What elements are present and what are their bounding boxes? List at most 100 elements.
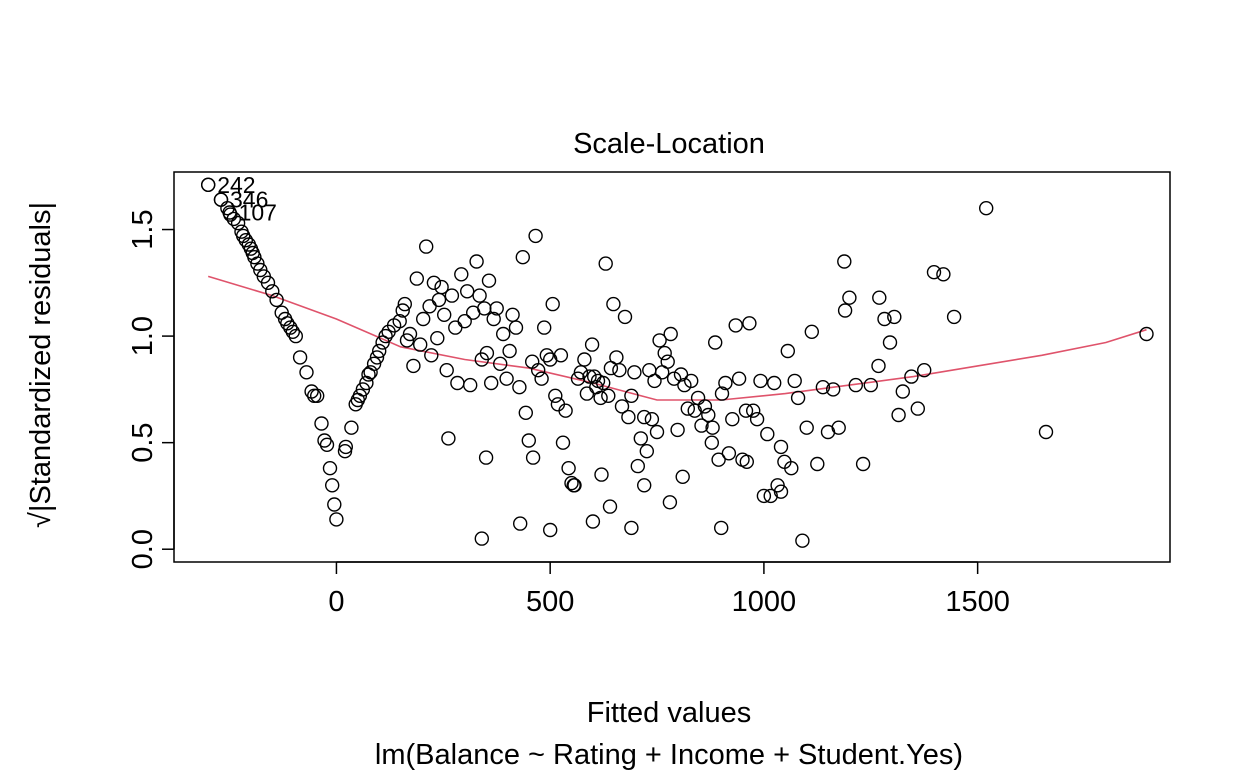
data-point <box>936 267 951 282</box>
data-point <box>493 356 508 371</box>
data-point <box>395 303 410 318</box>
data-point <box>327 497 342 512</box>
data-point <box>577 352 592 367</box>
data-point <box>652 333 667 348</box>
data-point <box>831 420 846 435</box>
data-point <box>260 275 276 290</box>
data-point <box>701 407 716 423</box>
data-point <box>614 399 630 414</box>
data-point <box>627 365 642 380</box>
data-point <box>322 461 338 476</box>
data-point <box>515 250 530 265</box>
data-point <box>486 311 501 327</box>
data-point <box>558 403 573 418</box>
data-point <box>606 296 621 312</box>
data-point <box>534 371 549 386</box>
data-point <box>917 363 932 378</box>
data-point <box>521 433 536 448</box>
data-point <box>372 343 387 359</box>
data-point <box>663 326 678 342</box>
y-tick-label: 0.0 <box>127 529 159 569</box>
data-point <box>444 288 460 303</box>
data-point <box>749 412 765 427</box>
data-point <box>525 450 541 465</box>
data-point <box>790 390 806 406</box>
data-point <box>855 456 871 472</box>
data-point <box>419 239 434 254</box>
data-point <box>247 250 262 265</box>
data-point <box>767 375 782 391</box>
data-point <box>478 450 494 465</box>
data-point <box>518 405 533 420</box>
point-label: 107 <box>239 200 277 226</box>
data-point <box>426 275 442 290</box>
data-point <box>499 371 514 386</box>
data-point <box>714 520 729 536</box>
data-point <box>609 350 624 365</box>
data-point <box>649 424 665 440</box>
data-point <box>413 337 428 352</box>
data-point <box>307 388 322 403</box>
data-point <box>434 279 449 295</box>
data-point <box>731 371 747 386</box>
data-point <box>409 271 424 286</box>
model-formula-label: lm(Balance ~ Rating + Income + Student.Y… <box>375 739 963 771</box>
data-point <box>810 456 825 472</box>
x-tick-label: 1000 <box>732 586 797 618</box>
data-point <box>585 514 601 529</box>
smoother-line <box>207 275 1147 401</box>
data-point <box>402 326 418 342</box>
data-point <box>489 301 504 316</box>
data-point <box>666 371 682 386</box>
labeled-point <box>213 192 229 207</box>
data-point <box>378 328 393 344</box>
data-point <box>612 363 627 378</box>
x-axis-label: Fitted values <box>587 697 751 729</box>
data-point <box>877 311 892 327</box>
data-point <box>728 318 743 333</box>
data-point <box>582 369 597 384</box>
data-point <box>238 232 254 248</box>
data-point <box>288 328 303 344</box>
y-axis: 0.0 0.5 1.0 1.5 <box>127 209 175 569</box>
data-point <box>804 324 819 339</box>
data-point <box>630 458 645 474</box>
data-point <box>753 373 768 389</box>
data-point <box>657 345 672 361</box>
x-tick-label: 1500 <box>945 586 1010 618</box>
x-tick-label: 500 <box>526 586 574 618</box>
data-point <box>637 478 652 493</box>
data-point <box>561 461 576 476</box>
data-point <box>528 228 543 244</box>
data-point <box>508 320 524 335</box>
data-point <box>573 365 589 380</box>
data-point <box>431 292 447 308</box>
data-point <box>763 488 778 504</box>
data-point <box>756 488 772 504</box>
data-point <box>531 363 546 378</box>
data-point <box>594 467 609 482</box>
data-point <box>815 380 831 395</box>
data-point <box>837 303 853 318</box>
y-axis-label: √|Standardized residuals| <box>25 202 57 528</box>
data-point <box>910 401 925 416</box>
data-point <box>299 365 314 380</box>
data-point <box>505 307 520 322</box>
data-point <box>721 446 737 461</box>
data-point <box>344 420 359 435</box>
chart-title: Scale-Location <box>573 128 765 160</box>
data-point <box>539 348 554 363</box>
data-point <box>826 382 841 397</box>
labeled-point <box>200 177 216 193</box>
data-point <box>329 512 344 527</box>
data-point <box>319 437 335 452</box>
data-point <box>570 371 586 386</box>
data-point <box>545 296 560 312</box>
data-point <box>463 377 478 393</box>
data-point <box>946 309 962 325</box>
data-point <box>773 484 789 499</box>
data-point <box>564 475 579 491</box>
data-point <box>799 420 814 435</box>
data-point <box>718 375 733 391</box>
